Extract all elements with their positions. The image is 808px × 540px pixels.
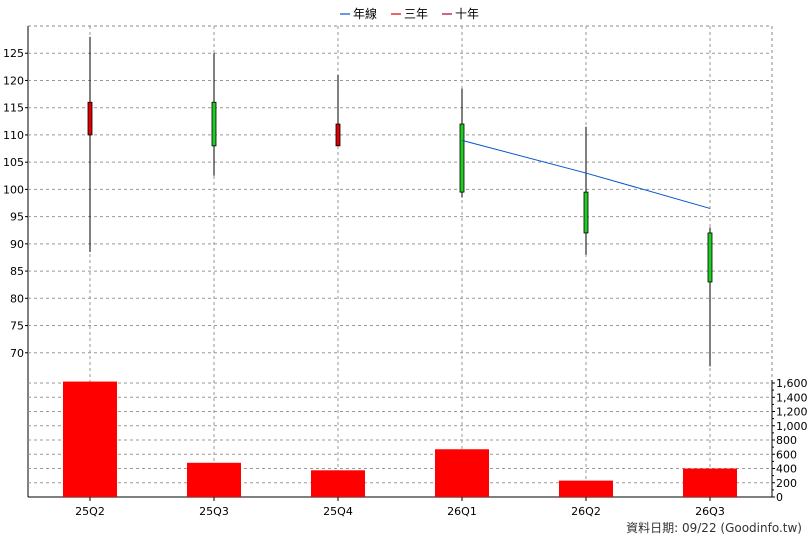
x-tick-label-25Q4: 25Q4 bbox=[323, 505, 353, 518]
price-tick-label-90: 90 bbox=[10, 238, 24, 251]
candle-body-26Q3 bbox=[707, 232, 713, 283]
volume-bar-25Q3 bbox=[187, 462, 241, 497]
price-tick-label-125: 125 bbox=[3, 47, 24, 60]
price-tick-label-80: 80 bbox=[10, 292, 24, 305]
data-date-footer: 資料日期: 09/22 (Goodinfo.tw) bbox=[626, 521, 802, 535]
volume-bar-26Q1 bbox=[435, 449, 489, 497]
candle-body-26Q1 bbox=[459, 123, 465, 193]
volume-tick-label-1000: 1,000 bbox=[776, 420, 808, 433]
volume-tick-label-1400: 1,400 bbox=[776, 391, 808, 404]
x-tick-label-26Q3: 26Q3 bbox=[695, 505, 725, 518]
volume-tick-label-1200: 1,200 bbox=[776, 406, 808, 419]
price-tick-label-100: 100 bbox=[3, 183, 24, 196]
legend-label-2: 十年 bbox=[455, 7, 479, 21]
year-line bbox=[461, 139, 711, 209]
x-tick-label-25Q3: 25Q3 bbox=[199, 505, 229, 518]
volume-tick-label-200: 200 bbox=[776, 477, 797, 490]
volume-bar-25Q4 bbox=[311, 470, 365, 497]
volume-tick-label-800: 800 bbox=[776, 434, 797, 447]
volume-tick-label-600: 600 bbox=[776, 448, 797, 461]
price-tick-label-110: 110 bbox=[3, 129, 24, 142]
price-tick-label-85: 85 bbox=[10, 265, 24, 278]
candle-body-26Q2 bbox=[583, 191, 589, 234]
volume-tick-label-400: 400 bbox=[776, 463, 797, 476]
candle-body-25Q3 bbox=[211, 101, 217, 147]
legend-label-1: 三年 bbox=[404, 7, 428, 21]
legend: 年線 三年 十年 bbox=[340, 6, 479, 21]
price-tick-label-120: 120 bbox=[3, 74, 24, 87]
price-tick-label-70: 70 bbox=[10, 347, 24, 360]
legend-label-0: 年線 bbox=[353, 6, 377, 21]
x-axis: 25Q2 25Q3 25Q4 26Q1 26Q2 26Q3 bbox=[75, 497, 725, 518]
price-tick-label-75: 75 bbox=[10, 320, 24, 333]
volume-tick-label-1600: 1,600 bbox=[776, 377, 808, 390]
volume-bar-26Q2 bbox=[559, 480, 613, 497]
volume-bar-26Q3 bbox=[683, 468, 737, 497]
volume-bar-25Q2 bbox=[63, 381, 117, 497]
price-panel: 70 75 80 85 90 95 100 105 110 115 120 125 bbox=[3, 25, 773, 497]
x-tick-label-25Q2: 25Q2 bbox=[75, 505, 105, 518]
price-tick-label-115: 115 bbox=[3, 102, 24, 115]
candle-body-25Q2 bbox=[87, 101, 93, 136]
x-tick-label-26Q2: 26Q2 bbox=[571, 505, 601, 518]
volume-tick-label-0: 0 bbox=[776, 491, 783, 504]
x-tick-label-26Q1: 26Q1 bbox=[447, 505, 477, 518]
price-tick-label-105: 105 bbox=[3, 156, 24, 169]
price-tick-label-95: 95 bbox=[10, 211, 24, 224]
candle-body-25Q4 bbox=[335, 123, 341, 147]
